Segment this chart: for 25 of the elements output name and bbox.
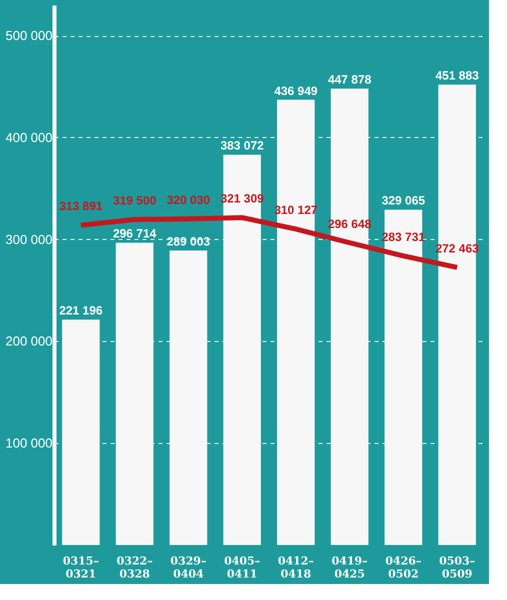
data-label: 296 714: [112, 226, 157, 241]
data-label: 329 065: [382, 194, 426, 208]
y-tick-label: 400 000: [6, 130, 52, 145]
x-tick-label: 0503– 0509: [439, 554, 476, 580]
x-tick-label: 0405– 0411: [224, 554, 260, 580]
data-label: 221 196: [59, 304, 103, 318]
x-tick-label: 0412– 0418: [278, 554, 314, 580]
data-label: 383 072: [220, 138, 264, 153]
y-tick-label: 200 000: [6, 334, 52, 349]
data-label: 320 030: [166, 192, 210, 207]
y-tick-label: 100 000: [6, 436, 52, 451]
data-label: 451 883: [435, 68, 480, 83]
x-tick-label: 0426– 0502: [385, 554, 422, 580]
x-tick-label: 0419– 0425: [332, 554, 368, 580]
y-tick-label: 500 000: [6, 28, 52, 44]
data-label: 447 878: [328, 72, 372, 87]
x-tick-label: 0315– 0321: [62, 554, 99, 580]
data-label: 289 003: [166, 234, 210, 249]
bar: [62, 320, 100, 545]
x-tick-label: 0329– 0404: [170, 554, 206, 580]
y-tick-label: 300 000: [6, 232, 52, 247]
data-label: 313 891: [59, 199, 103, 214]
data-label: 319 500: [112, 193, 157, 208]
data-label: 436 949: [274, 84, 318, 98]
x-tick-label: 0322– 0328: [116, 554, 153, 580]
